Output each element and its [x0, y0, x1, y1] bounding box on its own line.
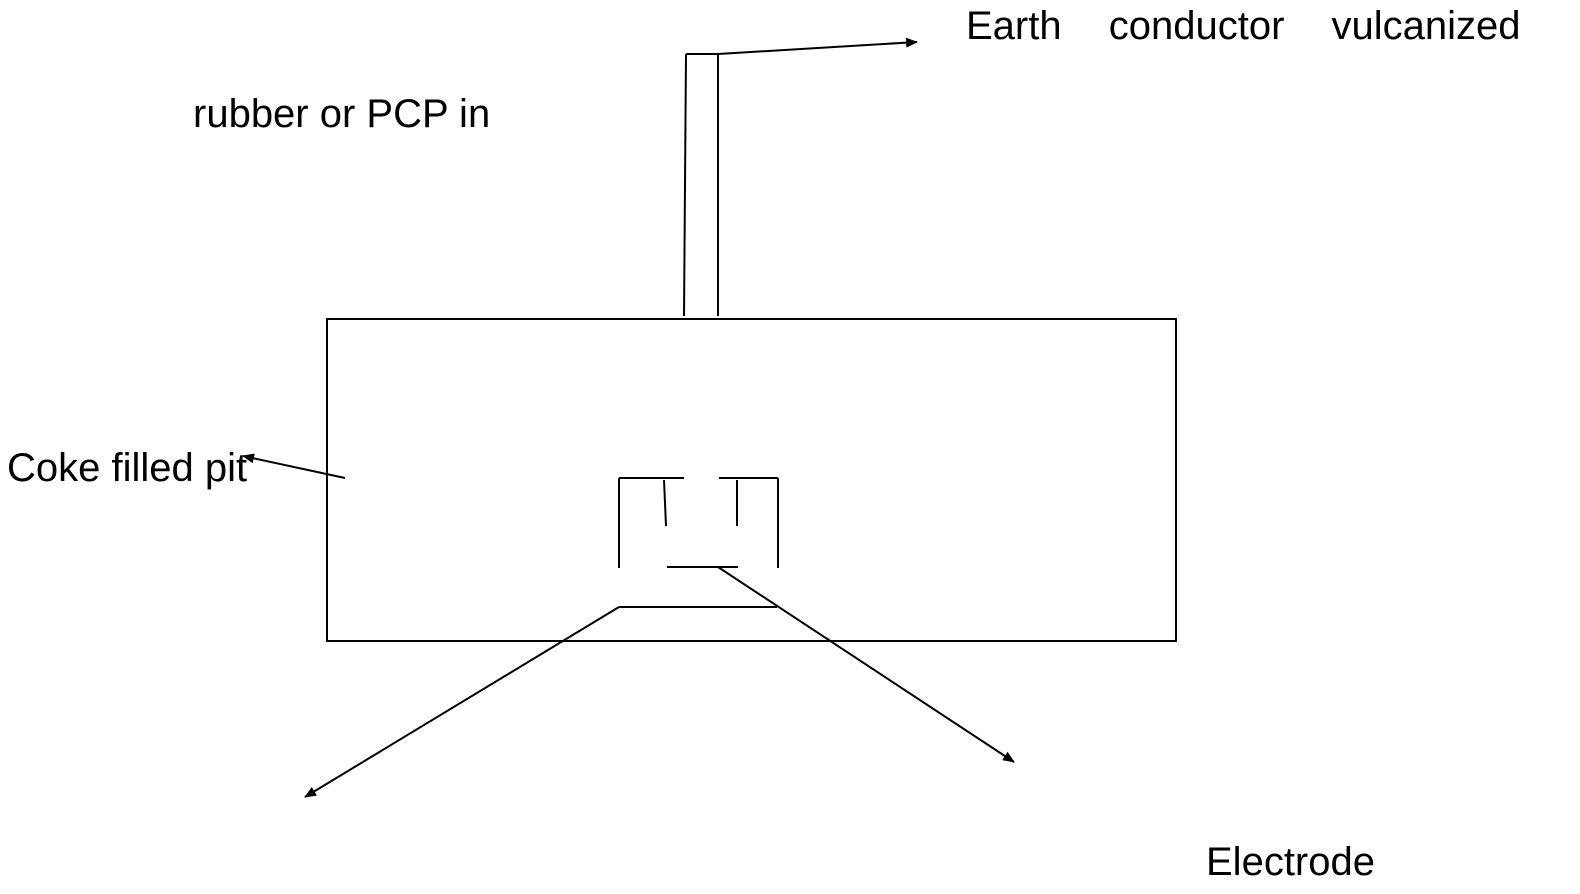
electrode-label: Electrode	[1206, 840, 1375, 884]
coke-pit-box	[326, 318, 1177, 642]
earth-conductor-left-line	[683, 53, 687, 317]
coke-pit-arrow	[242, 453, 346, 479]
earth-conductor-label: Earth conductor vulcanized	[966, 4, 1521, 48]
electrode-left-arrow	[304, 606, 620, 798]
earth-conductor-arrow	[717, 37, 918, 55]
coke-filled-pit-label: Coke filled pit	[7, 446, 248, 490]
electrode-assembly	[618, 477, 779, 608]
rubber-pcp-label: rubber or PCP in	[193, 92, 491, 136]
electrode-right-arrow	[717, 566, 1015, 763]
